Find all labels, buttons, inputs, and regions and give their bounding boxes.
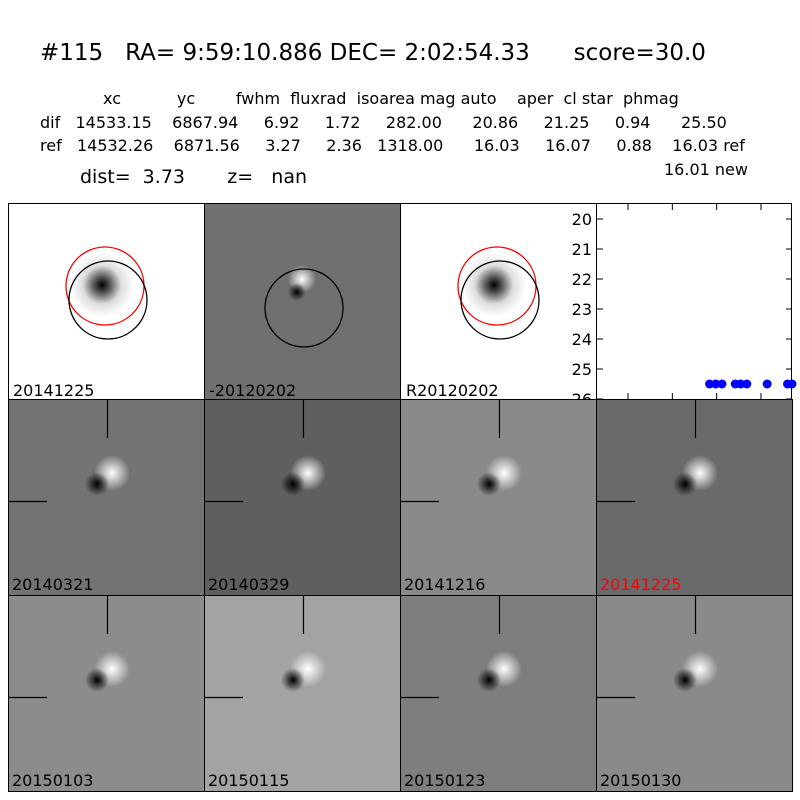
- stamp-panel: 20140321: [8, 399, 205, 596]
- negative-lobe: [281, 472, 305, 496]
- stamp-panel: 20140329: [204, 399, 401, 596]
- panel-label: R20120202: [406, 381, 499, 400]
- y-tick-label: 23: [572, 300, 592, 319]
- stamp-panel: 20150115: [204, 595, 401, 792]
- y-tick-label: 21: [572, 240, 592, 259]
- stamp-date-label: 20141216: [404, 575, 486, 594]
- data-point: [742, 379, 752, 389]
- panel-new-image: 20141225: [8, 203, 205, 400]
- stamp-date-label: 20140329: [208, 575, 290, 594]
- black-circle: [68, 260, 148, 340]
- stamp-bg: [400, 595, 597, 792]
- stamp-frame: [596, 595, 793, 792]
- stamp-date-label: 20150103: [12, 771, 94, 790]
- panel-reference-image: R20120202: [400, 203, 597, 400]
- negative-lobe: [85, 668, 109, 692]
- stamp-panel: 20150130: [596, 595, 793, 792]
- new-mag: 16.01 new: [664, 160, 748, 179]
- ref-row: ref 14532.26 6871.56 3.27 2.36 1318.00 1…: [40, 136, 745, 155]
- stamp-date-label: 20150115: [208, 771, 290, 790]
- data-point: [717, 379, 727, 389]
- panel-label: -20120202: [209, 381, 297, 400]
- negative-lobe: [673, 472, 697, 496]
- stamp-panel: 20141225: [596, 399, 793, 596]
- candidate-title: #115 RA= 9:59:10.886 DEC= 2:02:54.33 sco…: [40, 40, 706, 66]
- stamp-date-label: 20150130: [600, 771, 682, 790]
- data-point: [711, 379, 721, 389]
- stamp-bg: [204, 399, 401, 596]
- stamp-bg: [8, 595, 205, 792]
- stamp-panel: 20150123: [400, 595, 597, 792]
- source-blob: [70, 253, 134, 317]
- stamp-bg: [400, 399, 597, 596]
- stamp-panel: 20150103: [8, 595, 205, 792]
- panel-difference-image: -20120202: [204, 203, 401, 400]
- y-tick-label: 25: [572, 360, 592, 379]
- dist-z-line: dist= 3.73 z= nan: [80, 166, 308, 188]
- y-tick-label: 24: [572, 330, 592, 349]
- light-curve-chart: 20212223242526 −100−50050: [572, 203, 797, 422]
- dif-row: dif 14533.15 6867.94 6.92 1.72 282.00 20…: [40, 113, 727, 132]
- data-point: [736, 379, 746, 389]
- stamp-bg: [204, 595, 401, 792]
- plot-frame: [596, 203, 792, 400]
- negative-lobe: [281, 668, 305, 692]
- stamp-date-label: 20150123: [404, 771, 486, 790]
- y-tick-label: 22: [572, 270, 592, 289]
- data-point: [762, 379, 772, 389]
- stamp-bg: [8, 399, 205, 596]
- stamp-bg: [596, 399, 793, 596]
- negative-lobe: [477, 668, 501, 692]
- stamp-panel: 20141216: [400, 399, 597, 596]
- panel-label: 20141225: [13, 381, 95, 400]
- column-headers: xc yc fwhm fluxrad isoarea mag auto aper…: [103, 89, 679, 108]
- y-tick-label: 20: [572, 210, 592, 229]
- negative-lobe: [85, 472, 109, 496]
- stamp-bg: [596, 595, 793, 792]
- negative-lobe: [673, 668, 697, 692]
- negative-lobe: [477, 472, 501, 496]
- stamp-date-label: 20140321: [12, 575, 94, 594]
- data-point: [705, 379, 715, 389]
- stamp-date-label: 20141225: [600, 575, 682, 594]
- data-point: [787, 379, 797, 389]
